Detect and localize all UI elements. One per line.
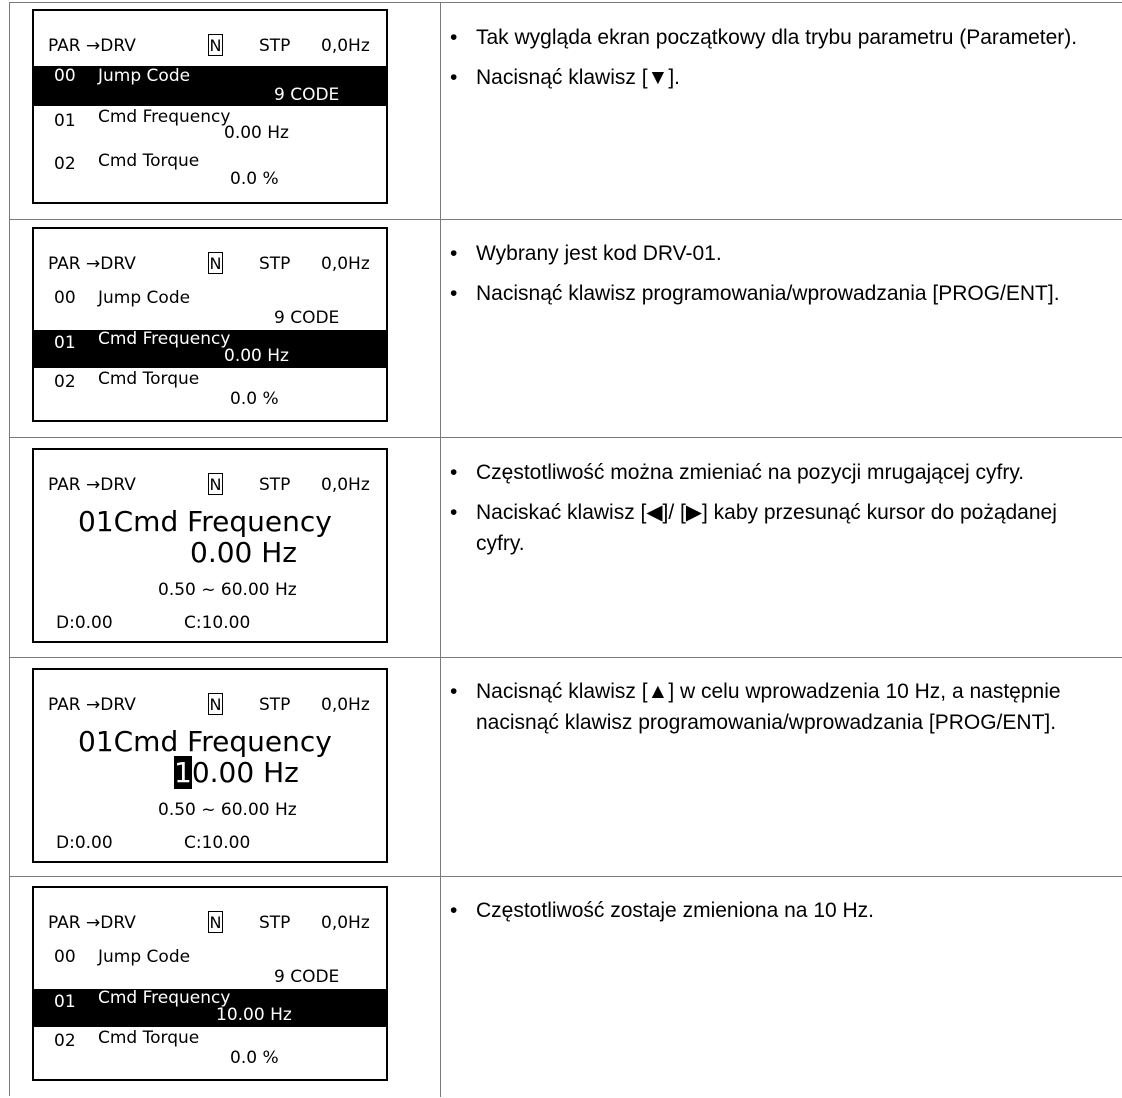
lcd-path: PAR →DRV (48, 254, 136, 274)
param-name: Cmd Frequency (98, 329, 231, 349)
bullet-item: Nacisnąć klawisz [▼]. (446, 62, 1096, 93)
row-divider (10, 657, 1122, 658)
param-value: 0.00 Hz (224, 346, 289, 366)
lcd-param-row: 00 Jump Code 9 CODE (34, 946, 386, 986)
lcd-state: STP (259, 36, 291, 56)
bullet-item: Częstotliwość można zmieniać na pozycji … (446, 457, 1096, 488)
row-divider (10, 219, 1122, 220)
lcd-frequency: 0,0Hz (321, 36, 370, 56)
bullet-item: Nacisnąć klawisz programowania/wprowadza… (446, 278, 1096, 309)
procedure-table (9, 2, 1122, 1097)
step5-description: Częstotliwość zostaje zmieniona na 10 Hz… (446, 895, 1096, 935)
param-value: 0.0 % (230, 1048, 279, 1068)
lcd-param-row: 02 Cmd Torque 0.0 % (34, 369, 386, 413)
param-code: 00 (54, 288, 76, 308)
default-value: D:0.00 (56, 833, 113, 853)
bullet-item: Wybrany jest kod DRV-01. (446, 238, 1096, 269)
lcd-mode-indicator: N (208, 693, 223, 715)
step1-description: Tak wygląda ekran początkowy dla trybu p… (446, 22, 1096, 102)
lcd-screen-step1: PAR →DRV N STP 0,0Hz 00 Jump Code 9 CODE… (32, 9, 388, 204)
lcd-state: STP (259, 913, 291, 933)
bullet-item: Naciskać klawisz [◀]/ [▶] kaby przesunąć… (446, 497, 1096, 559)
param-code: 00 (54, 66, 76, 86)
param-code: 01 (54, 333, 76, 353)
param-name: Cmd Torque (98, 1028, 200, 1048)
edit-param-title: 01Cmd Frequency (78, 725, 332, 758)
lcd-param-row: 01 Cmd Frequency 10.00 Hz (34, 989, 386, 1027)
step3-description: Częstotliwość można zmieniać na pozycji … (446, 457, 1096, 568)
lcd-path: PAR →DRV (48, 913, 136, 933)
lcd-param-row: 02 Cmd Torque 0.0 % (34, 149, 386, 193)
lcd-screen-step2: PAR →DRV N STP 0,0Hz 00 Jump Code 9 CODE… (32, 227, 388, 422)
lcd-state: STP (259, 695, 291, 715)
param-name: Jump Code (98, 947, 191, 967)
param-name: Cmd Frequency (98, 107, 231, 127)
param-value: 9 CODE (274, 308, 340, 328)
lcd-frequency: 0,0Hz (321, 913, 370, 933)
default-value: D:0.00 (56, 613, 113, 633)
bullet-item: Tak wygląda ekran początkowy dla trybu p… (446, 22, 1096, 53)
current-value: C:10.00 (184, 833, 251, 853)
value-remainder: 0.00 Hz (191, 756, 299, 789)
edit-param-value: 0.00 Hz (190, 536, 297, 569)
param-name: Jump Code (98, 288, 191, 308)
param-code: 02 (54, 1031, 76, 1051)
param-value: 0.0 % (230, 389, 279, 409)
row-divider (10, 876, 1122, 877)
lcd-param-row: 01 Cmd Frequency 0.00 Hz (34, 330, 386, 368)
current-value: C:10.00 (184, 613, 251, 633)
lcd-path: PAR →DRV (48, 36, 136, 56)
lcd-param-row: 01 Cmd Frequency 0.00 Hz (34, 108, 386, 146)
lcd-param-row: 00 Jump Code 9 CODE (34, 66, 386, 106)
param-code: 01 (54, 992, 76, 1012)
param-code: 02 (54, 154, 76, 174)
param-code: 01 (54, 111, 76, 131)
param-name: Cmd Torque (98, 369, 200, 389)
bullet-item: Częstotliwość zostaje zmieniona na 10 Hz… (446, 895, 1096, 926)
param-name: Cmd Frequency (98, 988, 231, 1008)
param-name: Cmd Torque (98, 151, 200, 171)
lcd-frequency: 0,0Hz (321, 475, 370, 495)
column-divider (440, 3, 441, 1097)
row-divider (10, 437, 1122, 438)
param-value: 9 CODE (274, 967, 340, 987)
lcd-mode-indicator: N (208, 34, 223, 56)
lcd-mode-indicator: N (208, 911, 223, 933)
param-value: 10.00 Hz (216, 1005, 292, 1025)
value-range: 0.50 ~ 60.00 Hz (158, 800, 297, 820)
lcd-frequency: 0,0Hz (321, 695, 370, 715)
lcd-state: STP (259, 254, 291, 274)
lcd-mode-indicator: N (208, 252, 223, 274)
param-code: 00 (54, 947, 76, 967)
edit-param-title: 01Cmd Frequency (78, 505, 332, 538)
param-value: 0.00 Hz (224, 123, 289, 143)
lcd-param-row: 00 Jump Code 9 CODE (34, 287, 386, 327)
blinking-cursor-digit: 1 (174, 756, 192, 789)
param-value: 0.0 % (230, 169, 279, 189)
lcd-path: PAR →DRV (48, 695, 136, 715)
lcd-path: PAR →DRV (48, 475, 136, 495)
param-value: 9 CODE (274, 85, 340, 105)
step2-description: Wybrany jest kod DRV-01. Nacisnąć klawis… (446, 238, 1096, 318)
param-name: Jump Code (98, 66, 191, 86)
lcd-frequency: 0,0Hz (321, 254, 370, 274)
step4-description: Nacisnąć klawisz [▲] w celu wprowadzenia… (446, 676, 1096, 747)
bullet-item: Nacisnąć klawisz [▲] w celu wprowadzenia… (446, 676, 1096, 738)
param-code: 02 (54, 372, 76, 392)
lcd-mode-indicator: N (208, 473, 223, 495)
lcd-param-row: 02 Cmd Torque 0.0 % (34, 1028, 386, 1072)
edit-param-value: 10.00 Hz (174, 756, 299, 789)
lcd-screen-step3: PAR →DRV N STP 0,0Hz 01Cmd Frequency 0.0… (32, 448, 388, 643)
value-range: 0.50 ~ 60.00 Hz (158, 580, 297, 600)
lcd-screen-step4: PAR →DRV N STP 0,0Hz 01Cmd Frequency 10.… (32, 668, 388, 863)
lcd-state: STP (259, 475, 291, 495)
lcd-screen-step5: PAR →DRV N STP 0,0Hz 00 Jump Code 9 CODE… (32, 886, 388, 1081)
